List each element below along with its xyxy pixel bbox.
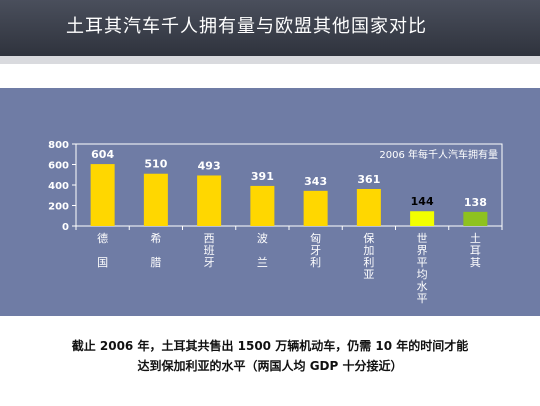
category-label: 亚: [363, 268, 374, 281]
caption-line-1: 截止 2006 年，土耳其共售出 1500 万辆机动车，仍需 10 年的时间才能: [71, 339, 469, 353]
category-label: 德: [97, 231, 108, 245]
bar: [197, 175, 222, 226]
bar: [463, 211, 488, 226]
data-label: 144: [411, 195, 434, 208]
category-label: 耳: [470, 244, 481, 257]
bar-chart: 0 200 400 600 800 2006 年每千人汽车拥有量 604 德国 510 希腊 493…: [48, 140, 503, 305]
category-label: 希: [150, 231, 161, 245]
category-label: 国: [97, 256, 108, 269]
data-label: 361: [357, 173, 380, 186]
category-label: 均: [417, 268, 428, 281]
chart-panel: 0 200 400 600 800 2006 年每千人汽车拥有量 604 德国 510 希腊 493…: [0, 88, 540, 316]
data-label: 604: [91, 148, 114, 161]
category-label: 西: [204, 232, 215, 245]
category-label: 世: [417, 232, 428, 245]
category-label: 波: [257, 232, 268, 245]
category-label: 兰: [257, 256, 268, 269]
category-label: 水: [417, 280, 428, 293]
bar: [90, 164, 115, 226]
data-label: 510: [144, 158, 167, 171]
data-label: 138: [464, 196, 487, 209]
category-label: 利: [310, 256, 321, 269]
category-label: 牙: [204, 256, 215, 269]
caption: 截止 2006 年，土耳其共售出 1500 万辆机动车，仍需 10 年的时间才能…: [0, 336, 540, 376]
data-label: 343: [304, 175, 327, 188]
y-tick-label: 0: [62, 222, 69, 233]
data-label: 493: [198, 159, 221, 172]
y-tick-label: 400: [48, 181, 69, 192]
data-label: 391: [251, 170, 274, 183]
category-label: 保: [363, 231, 374, 245]
page-title: 土耳其汽车千人拥有量与欧盟其他国家对比: [66, 16, 427, 37]
category-label: 土: [470, 232, 481, 245]
category-label: 腊: [150, 256, 161, 269]
bar: [250, 185, 275, 226]
category-label: 加: [363, 244, 374, 257]
y-tick-label: 800: [48, 140, 69, 151]
legend-text: 2006 年每千人汽车拥有量: [379, 148, 498, 161]
category-label: 匈: [310, 231, 321, 245]
y-tick-label: 200: [48, 202, 69, 213]
bar: [410, 211, 435, 226]
category-label: 其: [470, 256, 481, 269]
category-label: 平: [417, 256, 428, 269]
category-label: 班: [204, 244, 215, 257]
bar: [143, 173, 168, 226]
header-divider: [0, 56, 540, 64]
category-label: 牙: [310, 244, 321, 257]
caption-line-2: 达到保加利亚的水平（两国人均 GDP 十分接近）: [137, 359, 403, 373]
header-bar: 土耳其汽车千人拥有量与欧盟其他国家对比: [0, 0, 540, 56]
bar: [356, 188, 381, 226]
category-label: 平: [417, 292, 428, 305]
category-label: 界: [417, 244, 428, 257]
category-label: 利: [363, 256, 374, 269]
bar: [303, 190, 328, 226]
y-tick-label: 600: [48, 161, 69, 172]
